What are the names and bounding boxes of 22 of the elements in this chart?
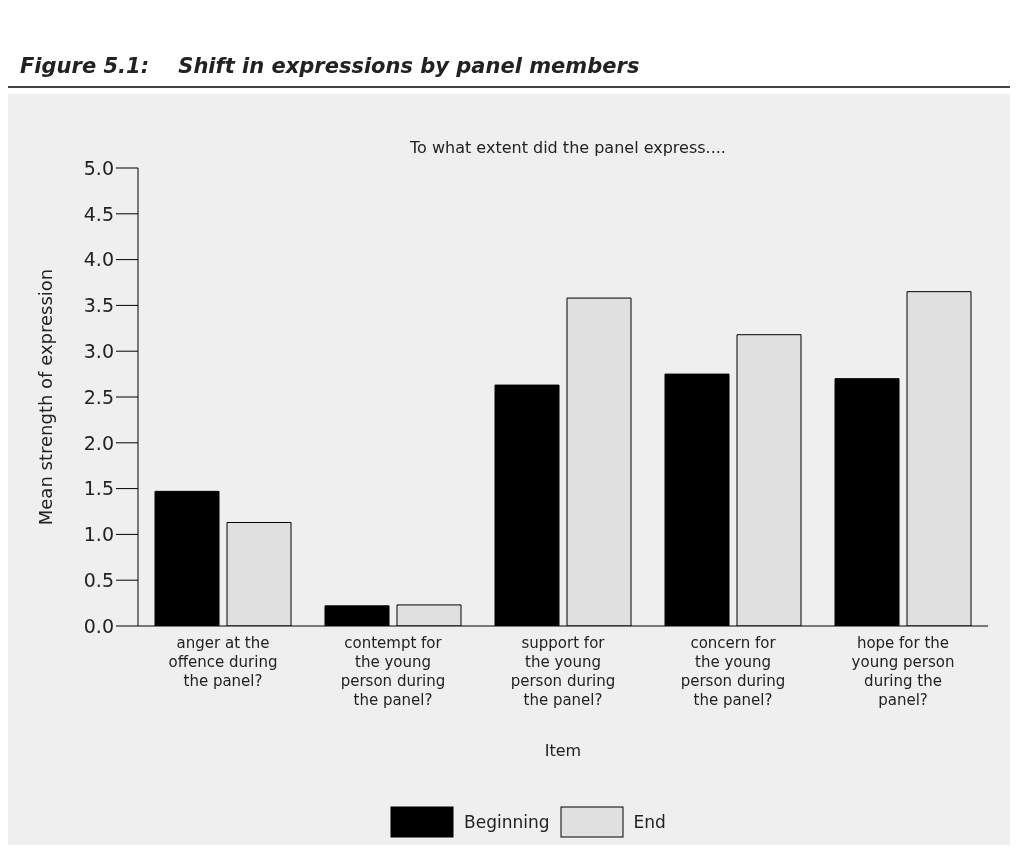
y-tick-label: 3.0 [83, 339, 114, 362]
x-tick-label: hope for the young person during the panel? [851, 634, 955, 709]
x-tick-label: contempt for the young person during the panel? [340, 634, 446, 709]
x-tick-label: anger at the offence during the panel? [168, 634, 278, 690]
legend-label: Beginning [464, 812, 550, 832]
y-tick-label: 3.5 [83, 294, 114, 317]
y-tick-label: 1.5 [83, 477, 114, 500]
chart-subtitle: To what extent did the panel express.... [409, 138, 727, 157]
x-tick-label: support for the young person during the panel? [510, 634, 616, 709]
chart-title: Figure 5.1: Shift in expressions by panel members [8, 8, 1010, 88]
y-tick-label: 4.0 [83, 248, 114, 271]
y-tick-label: 0.0 [83, 614, 114, 637]
y-tick-label: 2.0 [83, 431, 114, 454]
x-axis-title: Item [544, 741, 582, 760]
y-tick-label: 4.5 [83, 202, 114, 225]
legend-label: End [633, 812, 666, 832]
y-tick-label: 1.0 [83, 523, 114, 546]
y-tick-label: 2.5 [83, 385, 114, 408]
y-tick-label: 0.5 [83, 568, 114, 591]
y-tick-label: 5.0 [83, 156, 114, 179]
y-axis-title: Mean strength of expression [35, 268, 57, 526]
x-tick-label: concern for the young person during the panel? [680, 634, 786, 709]
